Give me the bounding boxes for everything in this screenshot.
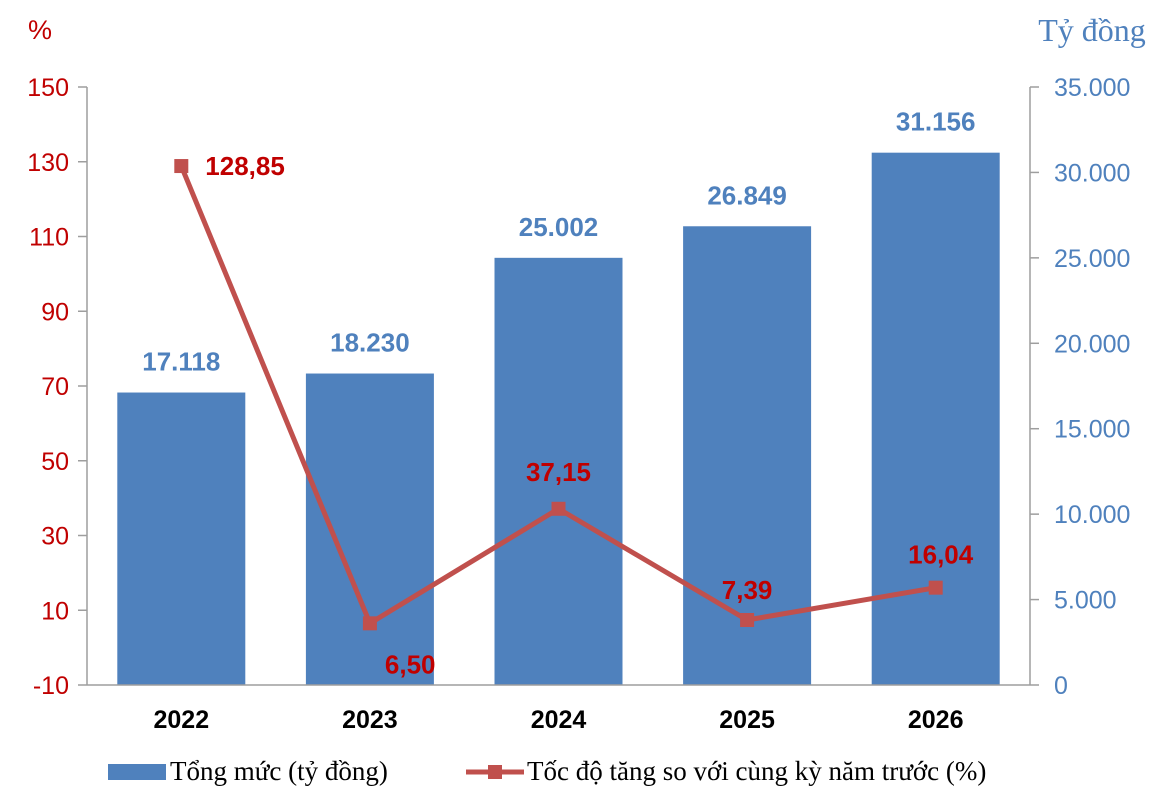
line-value-label: 6,50 xyxy=(385,649,436,679)
left-axis-tick-label: 30 xyxy=(41,523,69,551)
bar-2022 xyxy=(117,392,246,685)
line-value-label: 128,85 xyxy=(205,151,285,181)
x-axis-tick-label: 2024 xyxy=(531,706,587,734)
right-axis-tick-label: 35.000 xyxy=(1054,74,1130,102)
line-value-label: 7,39 xyxy=(722,575,773,605)
line-point-2022 xyxy=(174,159,189,174)
right-axis-tick-label: 0 xyxy=(1054,672,1068,700)
left-axis-tick-label: 150 xyxy=(27,74,69,102)
right-axis-tick-label: 30.000 xyxy=(1054,159,1130,187)
left-axis-tick-label: 110 xyxy=(29,224,69,252)
right-axis-unit-label: Tỷ đồng xyxy=(1038,12,1146,48)
x-axis: 2022 2023 2024 2025 2026 xyxy=(87,684,1030,734)
left-axis-tick-label: -10 xyxy=(33,672,69,700)
right-axis-tick-label: 25.000 xyxy=(1054,245,1130,273)
right-axis-tick-label: 10.000 xyxy=(1054,501,1130,529)
left-axis-tick-label: 50 xyxy=(41,448,69,476)
legend-line-marker xyxy=(488,765,502,779)
line-value-label: 37,15 xyxy=(526,457,591,487)
left-axis-tick-label: 10 xyxy=(41,597,69,625)
legend: Tổng mức (tỷ đồng) Tốc độ tăng so với cùn… xyxy=(108,756,986,786)
right-axis-tick-label: 20.000 xyxy=(1054,330,1130,358)
bar-value-label: 31.156 xyxy=(896,107,976,137)
right-axis-tick-label: 5.000 xyxy=(1054,587,1117,615)
left-axis: -10 10 30 50 70 90 110 130 150% xyxy=(27,15,88,700)
legend-bar-swatch xyxy=(108,764,166,780)
x-axis-tick-label: 2026 xyxy=(908,706,964,734)
line-point-2023 xyxy=(362,616,377,631)
bar-value-label: 25.002 xyxy=(519,212,599,242)
bar-2025 xyxy=(683,226,812,685)
bar-2026 xyxy=(871,152,1000,685)
bar-value-label: 18.230 xyxy=(330,328,410,358)
left-axis-tick-label: 130 xyxy=(27,149,69,177)
line-value-label: 16,04 xyxy=(908,540,974,570)
line-point-2024 xyxy=(551,501,566,516)
left-axis-tick-label: 70 xyxy=(41,373,69,401)
x-axis-tick-label: 2025 xyxy=(719,706,775,734)
right-axis: 0 5.000 10.000 15.000 20.000 25.000 30.000 35.0… xyxy=(1029,12,1146,700)
bar-series: 17.118 18.230 25.002 26.849 31.156 xyxy=(117,107,1000,685)
x-axis-tick-label: 2022 xyxy=(153,706,209,734)
bar-value-label: 26.849 xyxy=(707,180,787,210)
bar-2024 xyxy=(494,257,623,685)
left-axis-tick-label: 90 xyxy=(41,298,69,326)
bar-2023 xyxy=(305,373,434,685)
x-axis-tick-label: 2023 xyxy=(342,706,398,734)
right-axis-tick-label: 15.000 xyxy=(1054,416,1130,444)
line-point-2026 xyxy=(928,580,943,595)
legend-line-label: Tốc độ tăng so với cùng kỳ năm trước (%) xyxy=(527,756,986,786)
left-axis-unit-label: % xyxy=(28,15,52,45)
legend-bar-label: Tổng mức (tỷ đồng) xyxy=(170,756,388,786)
line-point-2025 xyxy=(740,613,755,628)
line-series: 128,85 6,50 37,15 7,39 16,04 xyxy=(174,151,974,679)
bar-value-label: 17.118 xyxy=(142,347,220,377)
